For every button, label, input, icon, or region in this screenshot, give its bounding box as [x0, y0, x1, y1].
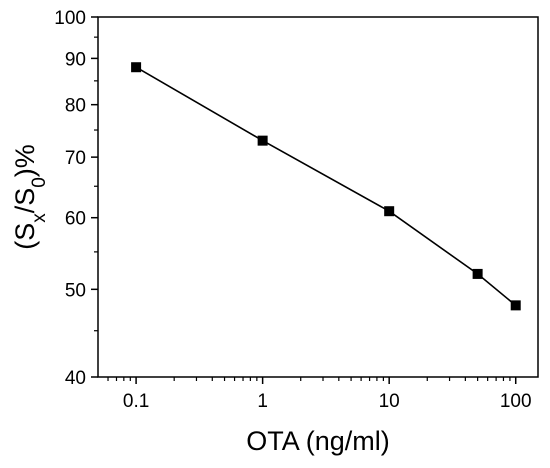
- y-axis-title: (Sx/S0)%: [10, 144, 50, 250]
- x-axis-ticks: 0.1 1 10 100: [107, 377, 532, 412]
- y-tick-label: 70: [65, 148, 86, 169]
- y-tick-label: 90: [65, 49, 86, 70]
- series-line: [135, 66, 517, 307]
- data-series: [131, 62, 521, 311]
- data-point: [131, 62, 142, 73]
- y-axis-ticks: 40 50 60 70 80 90 100: [54, 8, 98, 389]
- y-tick-label: 80: [65, 96, 86, 117]
- x-tick-label: 10: [379, 391, 400, 412]
- y-tick-label: 60: [65, 209, 86, 230]
- x-tick-label: 1: [257, 391, 268, 412]
- y-tick-label: 50: [65, 280, 86, 301]
- x-tick-label: 0.1: [123, 391, 149, 412]
- data-point: [510, 300, 521, 311]
- data-point: [472, 268, 483, 279]
- y-tick-label: 40: [65, 368, 86, 389]
- data-point: [257, 135, 268, 146]
- y-tick-label: 100: [54, 8, 86, 29]
- x-axis-title: OTA (ng/ml): [246, 426, 390, 456]
- x-tick-label: 100: [500, 391, 532, 412]
- data-point: [384, 206, 395, 217]
- plot-frame: [97, 16, 539, 378]
